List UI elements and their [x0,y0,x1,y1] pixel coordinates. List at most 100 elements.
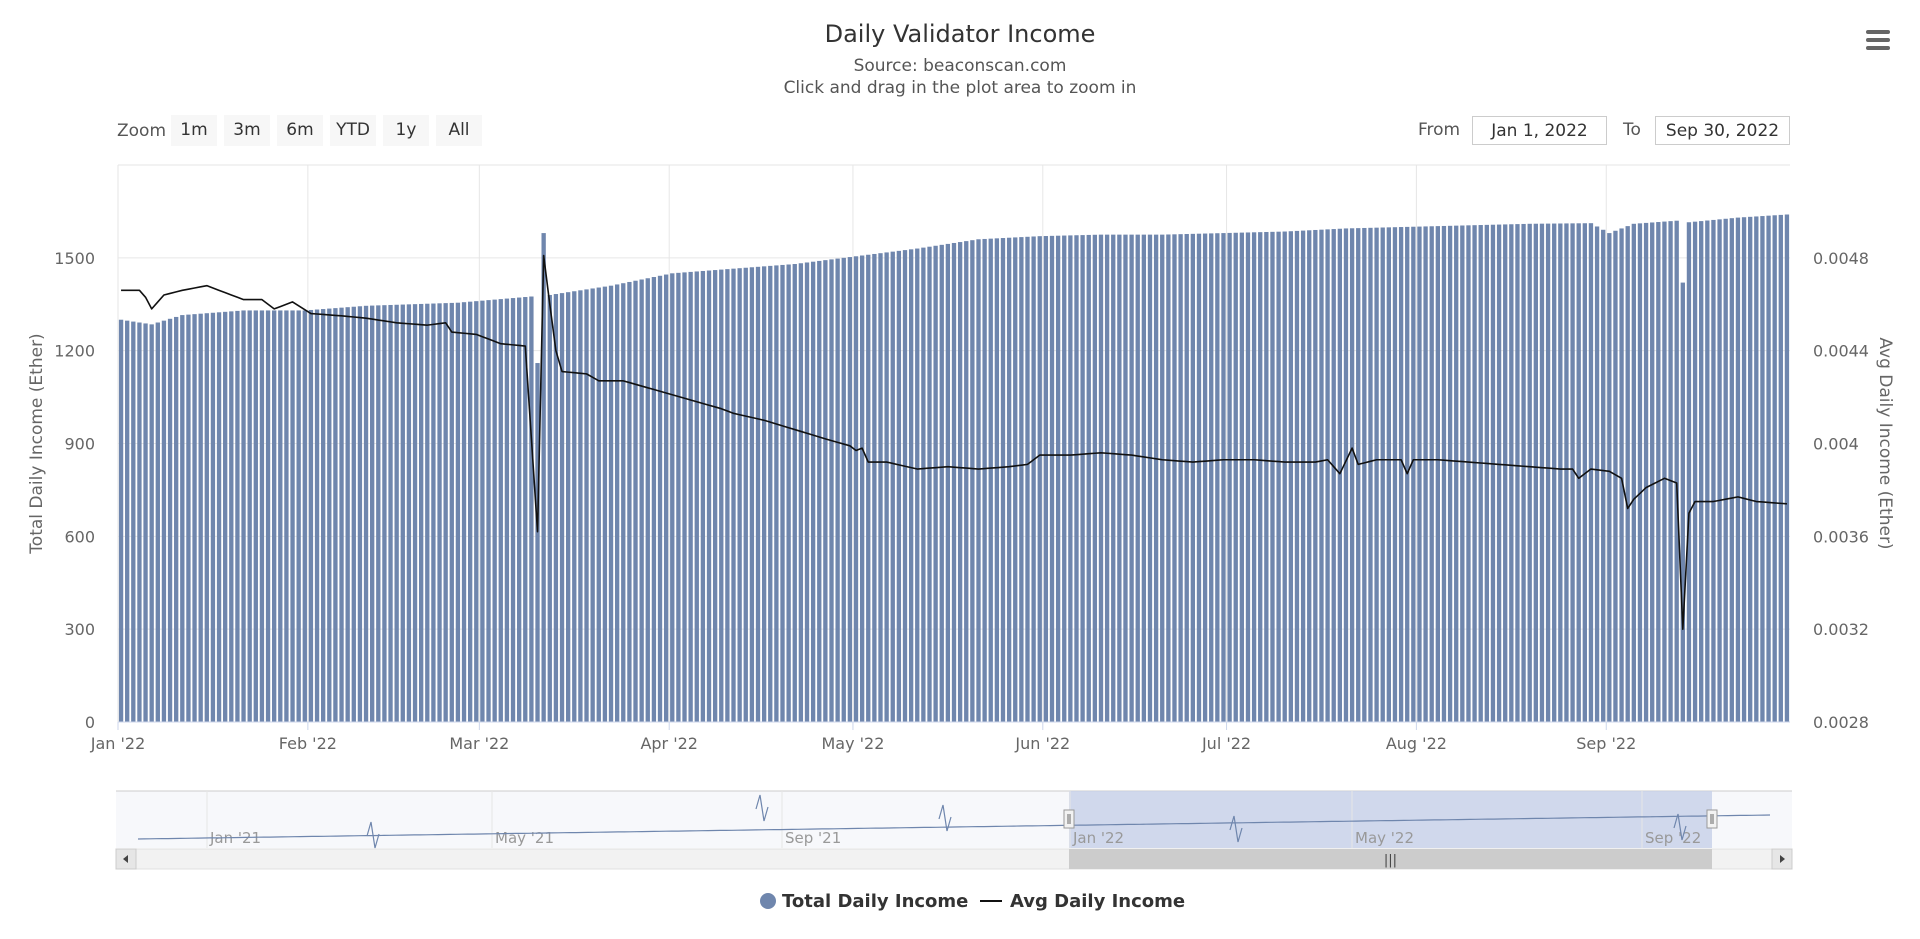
bar-total-daily-income[interactable] [186,314,191,722]
scrollbar-thumb[interactable] [1069,849,1712,869]
bar-total-daily-income[interactable] [431,303,436,722]
bar-total-daily-income[interactable] [670,273,675,722]
bar-total-daily-income[interactable] [1545,223,1551,723]
bar-total-daily-income[interactable] [1294,230,1300,722]
bar-total-daily-income[interactable] [1307,230,1312,723]
bar-total-daily-income[interactable] [474,301,479,722]
bar-total-daily-income[interactable] [1588,223,1594,722]
bar-total-daily-income[interactable] [1729,218,1734,722]
bar-total-daily-income[interactable] [461,302,467,722]
bar-total-daily-income[interactable] [1166,234,1171,722]
bar-total-daily-income[interactable] [517,297,522,722]
bar-total-daily-income[interactable] [449,302,454,722]
bar-total-daily-income[interactable] [1656,222,1661,722]
bar-total-daily-income[interactable] [314,309,320,722]
bar-total-daily-income[interactable] [1539,223,1545,723]
bar-total-daily-income[interactable] [1282,231,1287,722]
bar-total-daily-income[interactable] [302,310,307,722]
bar-total-daily-income[interactable] [137,322,142,722]
bar-total-daily-income[interactable] [866,254,871,723]
navigator[interactable]: Jan '21 May '21 Sep '21 Jan '22 May '22 Sep '… [115,790,1793,870]
zoom-6m-button[interactable]: 6m [277,115,323,146]
legend-item-total[interactable]: Total Daily Income [760,891,968,912]
bar-total-daily-income[interactable] [412,304,418,722]
bar-total-daily-income[interactable] [847,257,853,722]
bar-total-daily-income[interactable] [884,252,889,723]
bar-total-daily-income[interactable] [1441,225,1447,722]
bar-total-daily-income[interactable] [823,260,828,722]
bar-total-daily-income[interactable] [131,321,136,722]
bar-total-daily-income[interactable] [1013,237,1018,722]
bar-total-daily-income[interactable] [633,280,638,722]
zoom-1m-button[interactable]: 1m [171,115,217,146]
bar-total-daily-income[interactable] [1484,224,1489,722]
bar-total-daily-income[interactable] [1650,222,1655,722]
bar-total-daily-income[interactable] [1300,230,1306,722]
bar-total-daily-income[interactable] [1527,223,1532,723]
bar-total-daily-income[interactable] [994,238,1000,722]
bar-total-daily-income[interactable] [933,245,938,722]
bar-total-daily-income[interactable] [890,251,895,722]
bar-total-daily-income[interactable] [1380,227,1385,722]
zoom-all-button[interactable]: All [436,115,482,146]
bar-total-daily-income[interactable] [253,310,258,722]
bar-total-daily-income[interactable] [1055,235,1061,722]
bar-total-daily-income[interactable] [1196,233,1202,722]
bar-total-daily-income[interactable] [1748,216,1753,722]
zoom-1y-button[interactable]: 1y [383,115,429,146]
bar-total-daily-income[interactable] [1031,236,1036,723]
bar-total-daily-income[interactable] [1313,229,1318,723]
bar-total-daily-income[interactable] [1251,232,1257,723]
bar-total-daily-income[interactable] [584,289,589,722]
bar-total-daily-income[interactable] [1723,218,1728,722]
bar-total-daily-income[interactable] [1215,233,1220,723]
bar-total-daily-income[interactable] [608,285,614,722]
bar-total-daily-income[interactable] [1129,234,1134,723]
bar-total-daily-income[interactable] [1692,221,1698,723]
bar-total-daily-income[interactable] [425,303,430,722]
bar-total-daily-income[interactable] [921,247,926,722]
bar-total-daily-income[interactable] [1496,224,1502,722]
bar-total-daily-income[interactable] [1398,227,1404,723]
bar-total-daily-income[interactable] [982,238,987,722]
bar-total-daily-income[interactable] [1135,234,1140,723]
bar-total-daily-income[interactable] [1123,234,1128,723]
bar-total-daily-income[interactable] [755,266,761,722]
bar-total-daily-income[interactable] [676,272,681,722]
bar-total-daily-income[interactable] [731,268,736,722]
bar-total-daily-income[interactable] [1754,216,1759,722]
navigator-left-handle[interactable] [1063,809,1075,829]
bar-total-daily-income[interactable] [198,313,203,722]
bar-total-daily-income[interactable] [143,323,148,722]
bar-total-daily-income[interactable] [216,312,222,722]
hamburger-menu-icon[interactable] [1866,30,1890,52]
bar-total-daily-income[interactable] [1258,232,1263,722]
bar-total-daily-income[interactable] [1509,224,1514,722]
bar-total-daily-income[interactable] [737,268,742,722]
bar-total-daily-income[interactable] [1288,231,1294,722]
bar-total-daily-income[interactable] [541,233,546,722]
bar-total-daily-income[interactable] [1343,228,1349,722]
bar-total-daily-income[interactable] [621,283,626,722]
bar-total-daily-income[interactable] [223,311,228,722]
bar-total-daily-income[interactable] [272,310,277,722]
bar-total-daily-income[interactable] [872,253,877,722]
bar-total-daily-income[interactable] [308,309,314,722]
navigator-selected-range[interactable] [1069,791,1712,848]
bar-total-daily-income[interactable] [1356,228,1361,722]
bar-total-daily-income[interactable] [1454,225,1459,722]
bar-total-daily-income[interactable] [180,315,185,722]
bar-total-daily-income[interactable] [951,242,957,723]
zoom-ytd-button[interactable]: YTD [330,115,376,146]
zoom-3m-button[interactable]: 3m [224,115,270,146]
bar-total-daily-income[interactable] [1662,221,1667,722]
bar-total-daily-income[interactable] [1686,222,1692,722]
bar-total-daily-income[interactable] [1153,234,1159,723]
bar-total-daily-income[interactable] [682,272,687,722]
bar-total-daily-income[interactable] [1025,236,1030,723]
to-date-input[interactable]: Sep 30, 2022 [1655,116,1790,145]
bar-total-daily-income[interactable] [835,258,840,722]
bar-total-daily-income[interactable] [590,288,595,722]
bar-total-daily-income[interactable] [915,248,920,723]
